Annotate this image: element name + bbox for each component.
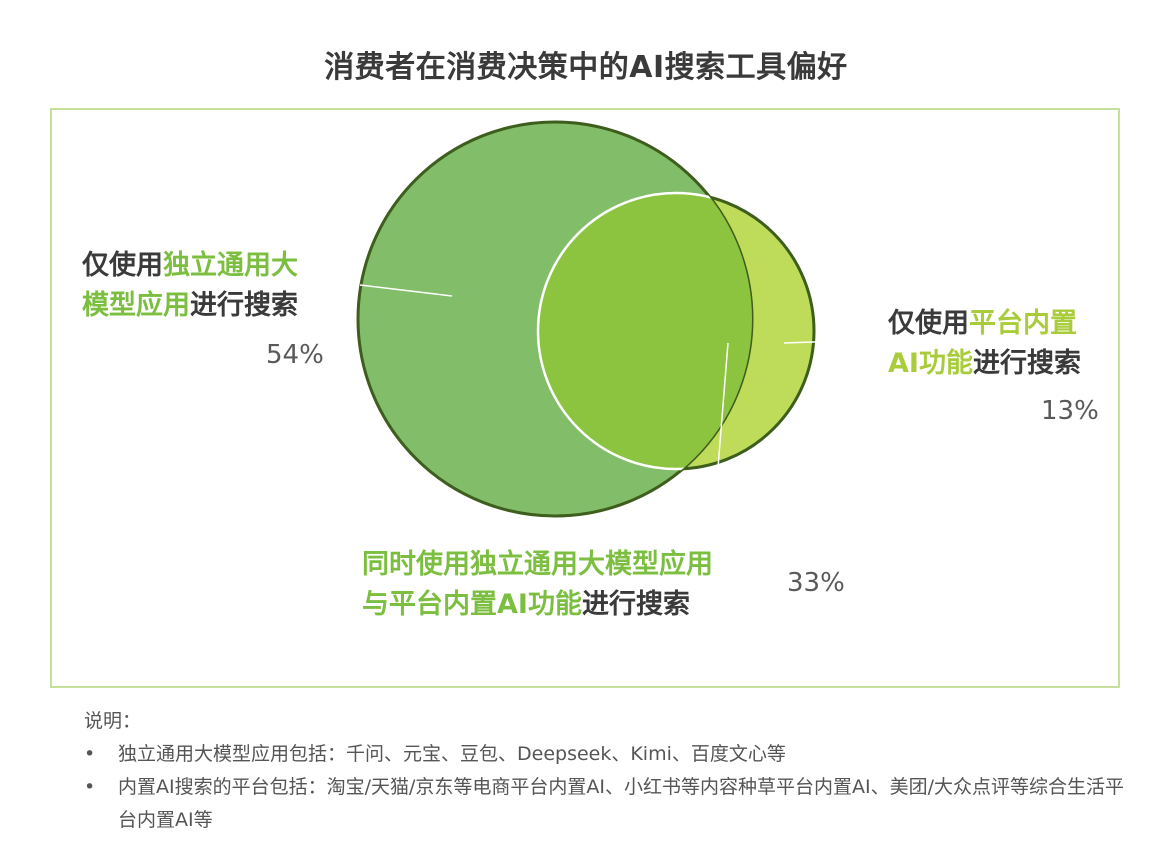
leader-line-standalone <box>359 284 453 297</box>
label-standalone-only: 仅使用独立通用大 模型应用进行搜索 <box>82 250 298 321</box>
value-label-platform-only: 13% <box>1041 396 1099 426</box>
label-platform-only: 仅使用平台内置 AI功能进行搜索 <box>888 308 1081 379</box>
label-overlap: 同时使用独立通用大模型应用 与平台内置AI功能进行搜索 <box>362 549 713 620</box>
note-item: • 内置AI搜索的平台包括：淘宝/天猫/京东等电商平台内置AI、小红书等内容种草… <box>84 771 1124 837</box>
venn-overlap-outline <box>536 191 752 471</box>
value-label-overlap: 33% <box>787 568 845 598</box>
chart-frame <box>50 108 1120 688</box>
bullet-icon: • <box>84 743 96 765</box>
bullet-icon: • <box>84 776 96 798</box>
notes-section: 说明： • 独立通用大模型应用包括：千问、元宝、豆包、Deepseek、Kimi… <box>84 705 1124 837</box>
note-item: • 独立通用大模型应用包括：千问、元宝、豆包、Deepseek、Kimi、百度文… <box>84 738 1124 771</box>
notes-heading: 说明： <box>84 710 142 732</box>
value-label-standalone-only: 54% <box>266 340 324 370</box>
leader-line-overlap <box>711 342 729 543</box>
leader-line-platform <box>783 339 873 344</box>
chart-title: 消费者在消费决策中的AI搜索工具偏好 <box>324 50 848 85</box>
